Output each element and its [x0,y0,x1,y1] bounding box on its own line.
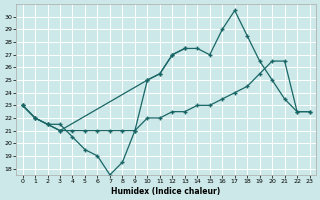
X-axis label: Humidex (Indice chaleur): Humidex (Indice chaleur) [111,187,221,196]
